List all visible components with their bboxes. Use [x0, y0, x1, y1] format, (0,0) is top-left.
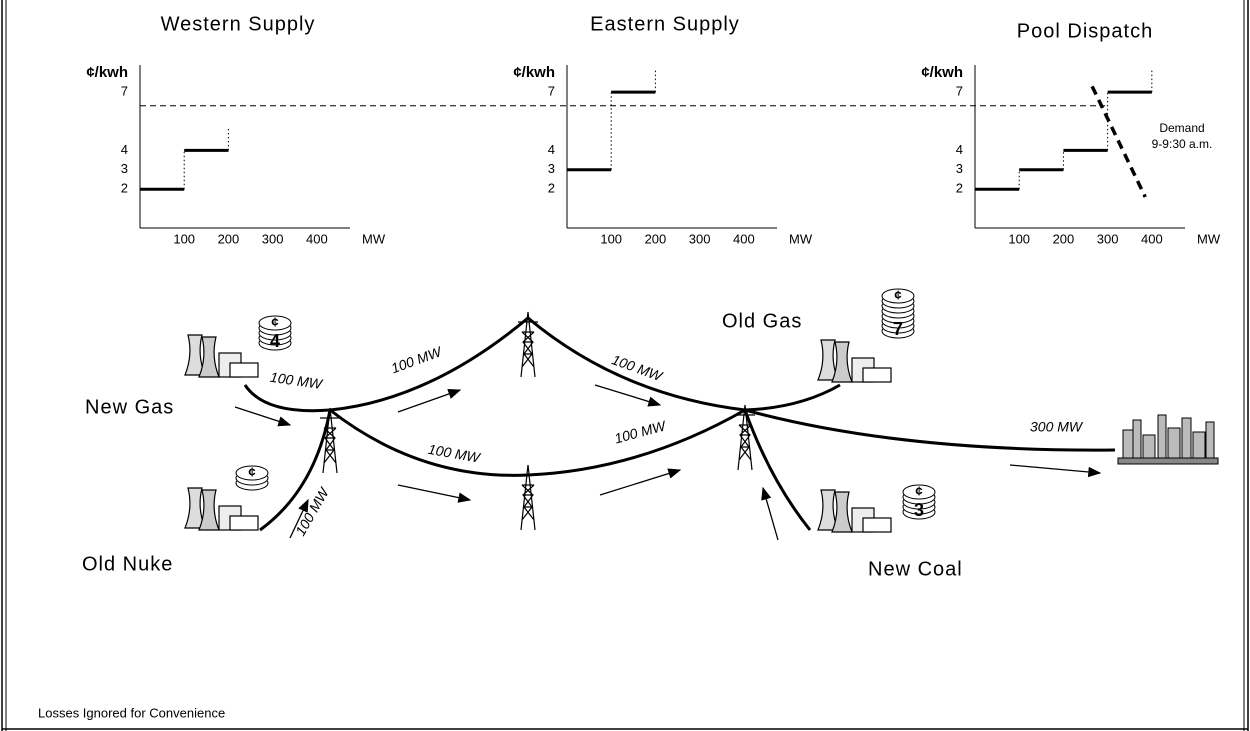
- building: [1158, 415, 1166, 460]
- x-axis-label: MW: [1197, 231, 1221, 246]
- cost-symbol: ¢: [894, 287, 901, 302]
- plant: [185, 335, 258, 377]
- coin-stack: ¢: [236, 464, 268, 490]
- y-tick-label: 3: [548, 161, 555, 176]
- building: [1182, 418, 1191, 460]
- building: [863, 518, 891, 532]
- y-tick-label: 7: [956, 84, 963, 99]
- node-label: New Coal: [868, 558, 963, 580]
- cooling-tower: [199, 337, 219, 377]
- x-tick-label: 400: [1141, 231, 1163, 246]
- x-tick-label: 100: [173, 231, 195, 246]
- city: [1118, 415, 1218, 464]
- y-tick-label: 4: [121, 142, 128, 157]
- y-tick-label: 7: [548, 84, 555, 99]
- x-axis-label: MW: [362, 231, 386, 246]
- y-tick-label: 2: [548, 181, 555, 196]
- flow-label: 300 MW: [1030, 419, 1084, 435]
- cost-value: 3: [914, 500, 924, 520]
- building: [1193, 432, 1205, 460]
- tower: [518, 312, 538, 377]
- ground: [1118, 458, 1218, 464]
- cost-value: 7: [893, 319, 903, 339]
- flow-label: 100 MW: [389, 343, 445, 376]
- chart-title: Eastern Supply: [590, 13, 740, 35]
- y-tick-label: 2: [121, 181, 128, 196]
- x-axis-label: MW: [789, 231, 813, 246]
- cost-symbol: ¢: [915, 483, 922, 498]
- cost-symbol: ¢: [248, 464, 255, 479]
- y-tick-label: 3: [956, 161, 963, 176]
- building: [1133, 420, 1141, 460]
- y-tick-label: 3: [121, 161, 128, 176]
- x-tick-label: 400: [733, 231, 755, 246]
- x-tick-label: 100: [600, 231, 622, 246]
- diagram: ¢4¢¢7¢3 Losses Ignored for Convenience W…: [0, 0, 1250, 731]
- cooling-tower: [832, 492, 852, 532]
- building: [1123, 430, 1133, 460]
- demand-line: [1092, 86, 1145, 197]
- arrows: [235, 385, 1100, 540]
- cost-value: 4: [270, 331, 280, 351]
- building: [230, 516, 258, 530]
- y-axis-label: ¢/kwh: [513, 64, 555, 81]
- x-tick-label: 300: [1097, 231, 1119, 246]
- flow-label: 100 MW: [269, 369, 325, 392]
- x-tick-label: 200: [645, 231, 667, 246]
- y-tick-label: 4: [956, 142, 963, 157]
- plant: [818, 340, 891, 382]
- building: [1168, 428, 1180, 460]
- tower: [735, 405, 755, 470]
- x-tick-label: 300: [262, 231, 284, 246]
- x-tick-label: 400: [306, 231, 328, 246]
- coin-stack: ¢3: [903, 483, 935, 519]
- flow-label: 100 MW: [427, 441, 483, 466]
- demand-label: Demand: [1159, 121, 1204, 135]
- building: [1143, 435, 1155, 460]
- flow-label: 100 MW: [613, 417, 669, 446]
- chart-title: Pool Dispatch: [1017, 20, 1153, 42]
- coin-stack: ¢4: [259, 314, 291, 350]
- x-tick-label: 100: [1008, 231, 1030, 246]
- y-tick-label: 7: [121, 84, 128, 99]
- x-tick-label: 200: [218, 231, 240, 246]
- node-label: Old Gas: [722, 310, 802, 332]
- footer: Losses Ignored for Convenience: [38, 705, 225, 720]
- building: [863, 368, 891, 382]
- tower-frame: [518, 312, 538, 377]
- x-tick-label: 300: [689, 231, 711, 246]
- tower-frame: [735, 405, 755, 470]
- demand-label: 9-9:30 a.m.: [1152, 137, 1213, 151]
- node-label: New Gas: [85, 396, 174, 418]
- x-tick-label: 200: [1053, 231, 1075, 246]
- tower: [518, 465, 538, 530]
- coin-stack: ¢7: [882, 287, 914, 338]
- cost-symbol: ¢: [271, 314, 278, 329]
- y-tick-label: 2: [956, 181, 963, 196]
- building: [230, 363, 258, 377]
- cooling-tower: [832, 342, 852, 382]
- chart-title: Western Supply: [161, 13, 316, 35]
- cooling-tower: [199, 490, 219, 530]
- y-axis-label: ¢/kwh: [86, 64, 128, 81]
- y-axis-label: ¢/kwh: [921, 64, 963, 81]
- lines: [245, 318, 1115, 530]
- building: [1206, 422, 1214, 460]
- plant: [818, 490, 891, 532]
- tower-frame: [518, 465, 538, 530]
- node-label: Old Nuke: [82, 553, 173, 575]
- plant: [185, 488, 258, 530]
- y-tick-label: 4: [548, 142, 555, 157]
- flow-label: 100 MW: [610, 351, 666, 384]
